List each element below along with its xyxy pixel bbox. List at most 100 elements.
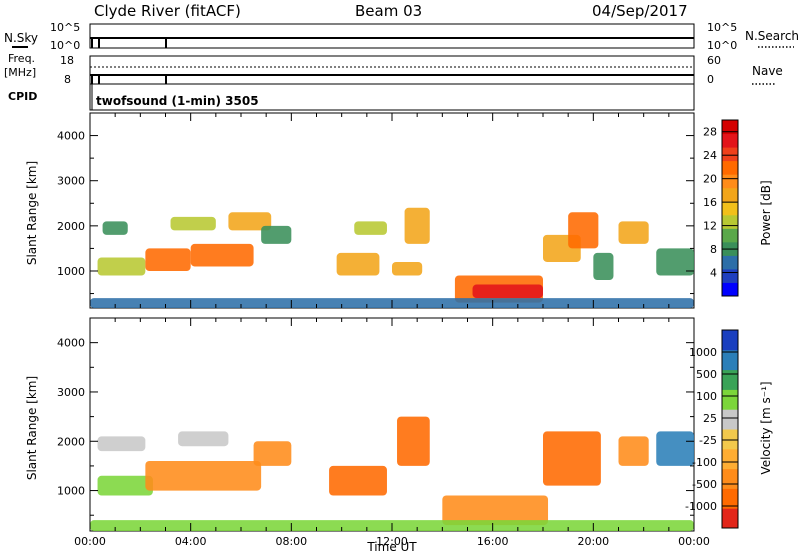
velocity-colorbar-segment	[722, 488, 738, 509]
nave-tick-high: 60	[707, 54, 721, 67]
x-axis-label: Time UT	[366, 540, 417, 554]
power-colorbar: 4 8 12 16 20 24 28	[703, 119, 739, 297]
data-region	[618, 436, 649, 466]
power-colorbar-segment	[722, 147, 738, 162]
velocity-colorbar-tick-label: -500	[692, 478, 717, 491]
data-region	[102, 221, 128, 235]
velocity-colorbar-segment	[722, 330, 738, 351]
power-colorbar-tick-label: 12	[703, 220, 717, 233]
data-region	[354, 221, 387, 235]
power-y-axis-label: Slant Range [km]	[25, 161, 39, 265]
velocity-colorbar-segment	[722, 349, 738, 371]
power-colorbar-segment	[722, 133, 738, 148]
x-tick-label: 00:00	[74, 535, 106, 548]
velocity-colorbar-tick-label: 500	[696, 368, 717, 381]
power-colorbar-segment	[722, 214, 738, 229]
nsky-panel	[89, 23, 695, 49]
freq-tick-high: 18	[60, 54, 74, 67]
data-region	[336, 252, 380, 276]
power-colorbar-tick-label: 8	[710, 243, 717, 256]
velocity-colorbar-tick-label: 25	[703, 412, 717, 425]
power-colorbar-tick-label: 20	[703, 173, 717, 186]
x-tick-label: 20:00	[577, 535, 609, 548]
nsky-label: N.Sky	[4, 31, 38, 45]
nsearch-label: N.Search	[745, 29, 799, 43]
velocity-colorbar-tick-label: 1000	[689, 346, 717, 359]
freq-tick-low: 8	[64, 73, 71, 86]
power-colorbar-tick-label: 4	[710, 267, 717, 280]
data-region	[253, 441, 292, 466]
velocity-colorbar-segment	[722, 508, 738, 529]
data-region	[178, 431, 229, 447]
data-region	[656, 431, 694, 466]
x-tick-label: 12:00	[376, 535, 408, 548]
y-tick-label: 1000	[57, 265, 85, 278]
velocity-colorbar-segment	[722, 389, 738, 410]
nsky-tick-low: 10^0	[50, 39, 80, 52]
power-colorbar-tick-label: 28	[703, 126, 717, 139]
freq-label-1: Freq.	[8, 52, 35, 65]
power-colorbar-tick-label: 16	[703, 196, 717, 209]
velocity-colorbar-tick-label: -100	[692, 456, 717, 469]
data-region	[568, 212, 599, 249]
data-region	[392, 261, 423, 276]
y-tick-label: 2000	[57, 435, 85, 448]
data-region	[261, 225, 292, 244]
velocity-colorbar-segment	[722, 429, 738, 450]
data-region	[145, 248, 191, 271]
power-colorbar-segment	[722, 187, 738, 202]
velocity-colorbar-segment	[722, 448, 738, 470]
x-tick-label: 00:00	[678, 535, 710, 548]
data-region	[329, 465, 387, 496]
power-colorbar-segment	[722, 228, 738, 243]
y-tick-label: 4000	[57, 337, 85, 350]
power-colorbar-frame	[721, 119, 739, 297]
power-colorbar-segment	[722, 174, 738, 189]
data-region	[404, 207, 430, 244]
plot-frame	[89, 317, 695, 532]
velocity-colorbar-segment	[722, 409, 738, 430]
data-region	[170, 216, 216, 231]
y-tick-label: 3000	[57, 175, 85, 188]
freq-panel	[89, 55, 695, 85]
velocity-colorbar-frame	[721, 329, 739, 529]
data-region	[442, 495, 549, 526]
beam-title: Beam 03	[355, 2, 422, 20]
velocity-colorbar-segment	[722, 468, 738, 489]
nave-tick-low: 0	[707, 73, 714, 86]
station-title: Clyde River (fitACF)	[94, 2, 241, 20]
data-region	[472, 284, 543, 299]
y-tick-label: 2000	[57, 220, 85, 233]
data-region	[543, 431, 601, 486]
cpid-text: twofsound (1-min) 3505	[96, 94, 259, 108]
x-tick-label: 08:00	[275, 535, 307, 548]
velocity-colorbar: 1000 500 100 25 -25 -100 -500 -1000	[685, 329, 739, 529]
data-region	[228, 212, 272, 231]
power-colorbar-segment	[722, 201, 738, 216]
data-region	[97, 436, 146, 452]
data-region	[593, 252, 614, 281]
power-colorbar-label: Power [dB]	[759, 180, 773, 245]
x-tick-label: 04:00	[175, 535, 207, 548]
y-tick-label: 3000	[57, 386, 85, 399]
velocity-colorbar-segment	[722, 369, 738, 390]
data-region	[618, 221, 649, 244]
nsearch-tick-high: 10^5	[707, 21, 737, 34]
nave-label: Nave	[752, 64, 783, 78]
velocity-colorbar-tick-label: -25	[699, 434, 717, 447]
power-panel: 1000 2000 3000 4000	[57, 112, 695, 309]
power-colorbar-tick-label: 24	[703, 149, 717, 162]
data-region	[190, 243, 254, 267]
cpid-panel	[89, 83, 695, 111]
velocity-panel: 1000 2000 3000 4000 00:00 04:00 08:00 12:00 16:0…	[57, 317, 710, 548]
power-colorbar-segment	[722, 268, 738, 283]
velocity-colorbar-tick-label: -1000	[685, 500, 717, 513]
power-colorbar-segment	[722, 160, 738, 175]
x-tick-label: 16:00	[477, 535, 509, 548]
velocity-colorbar-label: Velocity [m s⁻¹]	[759, 381, 773, 474]
data-region	[656, 248, 694, 276]
data-region	[397, 416, 430, 466]
nsky-tick-high: 10^5	[50, 21, 80, 34]
date-title: 04/Sep/2017	[592, 2, 688, 20]
